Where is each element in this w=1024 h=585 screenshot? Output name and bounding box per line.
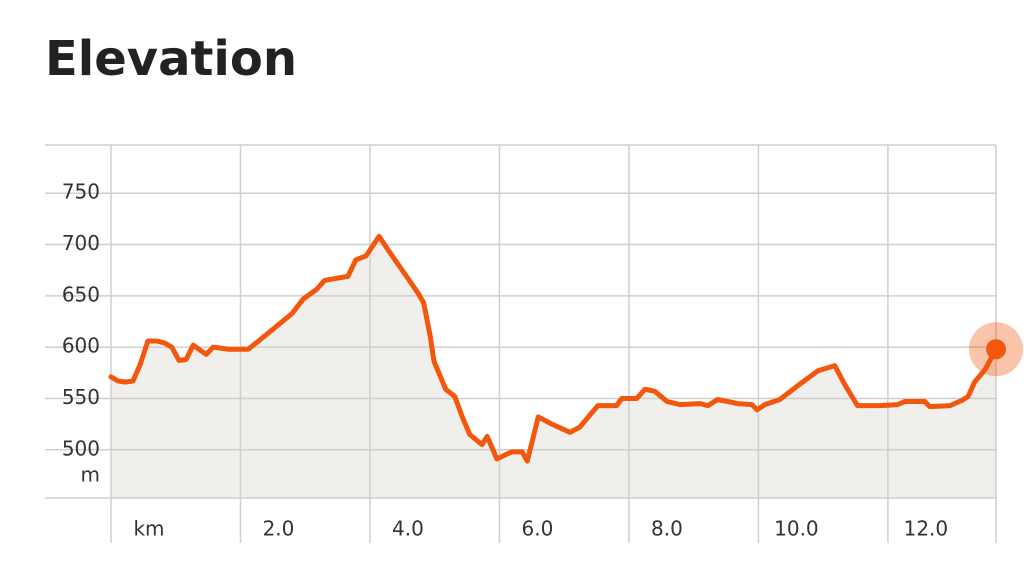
y-tick-label: 700 [62,231,100,255]
x-tick-label: 12.0 [904,517,949,541]
y-tick-label: 650 [62,282,100,306]
y-tick-label: 550 [62,385,100,409]
x-tick-label: 2.0 [263,517,295,541]
x-tick-label: 4.0 [392,517,424,541]
y-tick-label: 600 [62,334,100,358]
chart-title: Elevation [45,31,297,87]
x-tick-label: 6.0 [522,517,554,541]
x-tick-label: 8.0 [651,517,683,541]
end-marker [986,339,1006,360]
x-tick-label: km [133,517,164,541]
area [111,236,996,498]
x-tick-label: 10.0 [774,517,819,541]
y-tick-label: 500 [62,436,100,460]
y-unit: m [81,463,100,487]
elevation-line [108,233,999,464]
y-tick-label: 750 [62,180,100,204]
